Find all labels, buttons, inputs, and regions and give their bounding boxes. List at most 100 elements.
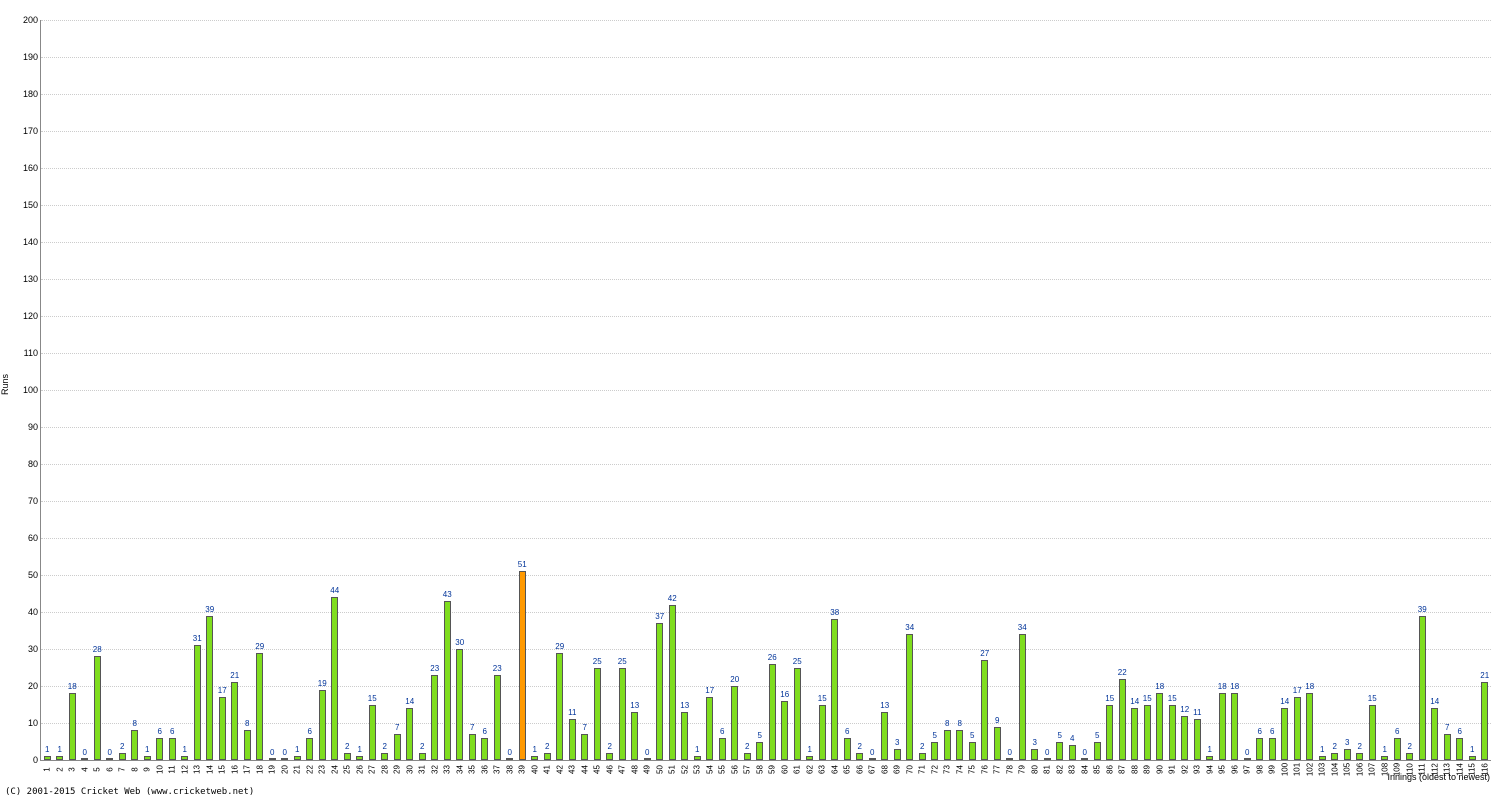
bar-value-label: 1	[358, 745, 362, 754]
gridline	[41, 390, 1491, 391]
bar	[969, 742, 976, 761]
bar	[1181, 716, 1188, 760]
xtick-label: 86	[1105, 765, 1114, 774]
xtick-label: 87	[1118, 765, 1127, 774]
bar	[1444, 734, 1451, 760]
xtick-label: 45	[593, 765, 602, 774]
bar-value-label: 23	[493, 664, 502, 673]
gridline	[41, 501, 1491, 502]
ytick-label: 110	[8, 348, 38, 358]
bar-value-label: 5	[933, 731, 937, 740]
bar	[56, 756, 63, 760]
bar	[1344, 749, 1351, 760]
bar-value-label: 2	[1358, 742, 1362, 751]
bar	[1419, 616, 1426, 760]
bar	[806, 756, 813, 760]
bar	[994, 727, 1001, 760]
bar	[306, 738, 313, 760]
x-axis-label: Innings (oldest to newest)	[1387, 772, 1490, 782]
bar	[1481, 682, 1488, 760]
bar-value-label: 20	[730, 675, 739, 684]
bar-value-label: 21	[1480, 671, 1489, 680]
bar-value-label: 26	[768, 653, 777, 662]
xtick-label: 68	[880, 765, 889, 774]
bar	[544, 753, 551, 760]
xtick-label: 103	[1318, 763, 1327, 776]
xtick-label: 73	[943, 765, 952, 774]
xtick-label: 63	[818, 765, 827, 774]
bar	[1406, 753, 1413, 760]
bar-value-label: 0	[270, 748, 274, 757]
bar-value-label: 2	[383, 742, 387, 751]
xtick-label: 66	[855, 765, 864, 774]
xtick-label: 12	[180, 765, 189, 774]
bar	[231, 682, 238, 760]
bar-value-label: 5	[758, 731, 762, 740]
xtick-label: 37	[493, 765, 502, 774]
bar	[219, 697, 226, 760]
bar-value-label: 13	[680, 701, 689, 710]
xtick-label: 91	[1168, 765, 1177, 774]
xtick-label: 77	[993, 765, 1002, 774]
bar-value-label: 34	[905, 623, 914, 632]
xtick-label: 18	[255, 765, 264, 774]
bar-value-label: 1	[183, 745, 187, 754]
bar-value-label: 25	[593, 657, 602, 666]
xtick-label: 55	[718, 765, 727, 774]
bar	[569, 719, 576, 760]
gridline	[41, 168, 1491, 169]
bar	[1331, 753, 1338, 760]
xtick-label: 82	[1055, 765, 1064, 774]
xtick-label: 22	[305, 765, 314, 774]
xtick-label: 47	[618, 765, 627, 774]
bar	[1044, 758, 1051, 760]
xtick-label: 76	[980, 765, 989, 774]
bar	[856, 753, 863, 760]
xtick-label: 83	[1068, 765, 1077, 774]
bar-value-label: 2	[1408, 742, 1412, 751]
bar	[69, 693, 76, 760]
xtick-label: 14	[205, 765, 214, 774]
bar-value-label: 11	[568, 708, 576, 717]
xtick-label: 46	[605, 765, 614, 774]
xtick-label: 56	[730, 765, 739, 774]
bar	[1069, 745, 1076, 760]
plot-area: 1112183042850627881961061111231133914171…	[40, 20, 1491, 761]
bar	[556, 653, 563, 760]
bar-value-label: 8	[945, 719, 949, 728]
bar	[1431, 708, 1438, 760]
xtick-label: 95	[1218, 765, 1227, 774]
xtick-label: 80	[1030, 765, 1039, 774]
ytick-label: 160	[8, 163, 38, 173]
bar-value-label: 1	[533, 745, 537, 754]
bar	[1006, 758, 1013, 760]
xtick-label: 43	[568, 765, 577, 774]
bar	[1169, 705, 1176, 761]
bar	[1319, 756, 1326, 760]
bar	[431, 675, 438, 760]
bar	[1019, 634, 1026, 760]
bar	[794, 668, 801, 761]
xtick-label: 71	[918, 765, 927, 774]
bar-value-label: 28	[93, 645, 102, 654]
xtick-label: 13	[193, 765, 202, 774]
bar-value-label: 17	[218, 686, 227, 695]
bar	[444, 601, 451, 760]
bar-value-label: 18	[1230, 682, 1239, 691]
bar	[1269, 738, 1276, 760]
gridline	[41, 316, 1491, 317]
bar-value-label: 2	[745, 742, 749, 751]
bar	[756, 742, 763, 761]
bar-value-label: 39	[205, 605, 214, 614]
bar-value-label: 1	[145, 745, 149, 754]
bar	[781, 701, 788, 760]
bar-value-label: 1	[695, 745, 699, 754]
bar-value-label: 5	[1095, 731, 1099, 740]
xtick-label: 19	[268, 765, 277, 774]
xtick-label: 30	[405, 765, 414, 774]
bar	[469, 734, 476, 760]
bar	[919, 753, 926, 760]
bar-value-label: 1	[1320, 745, 1324, 754]
bar	[369, 705, 376, 761]
xtick-label: 74	[955, 765, 964, 774]
